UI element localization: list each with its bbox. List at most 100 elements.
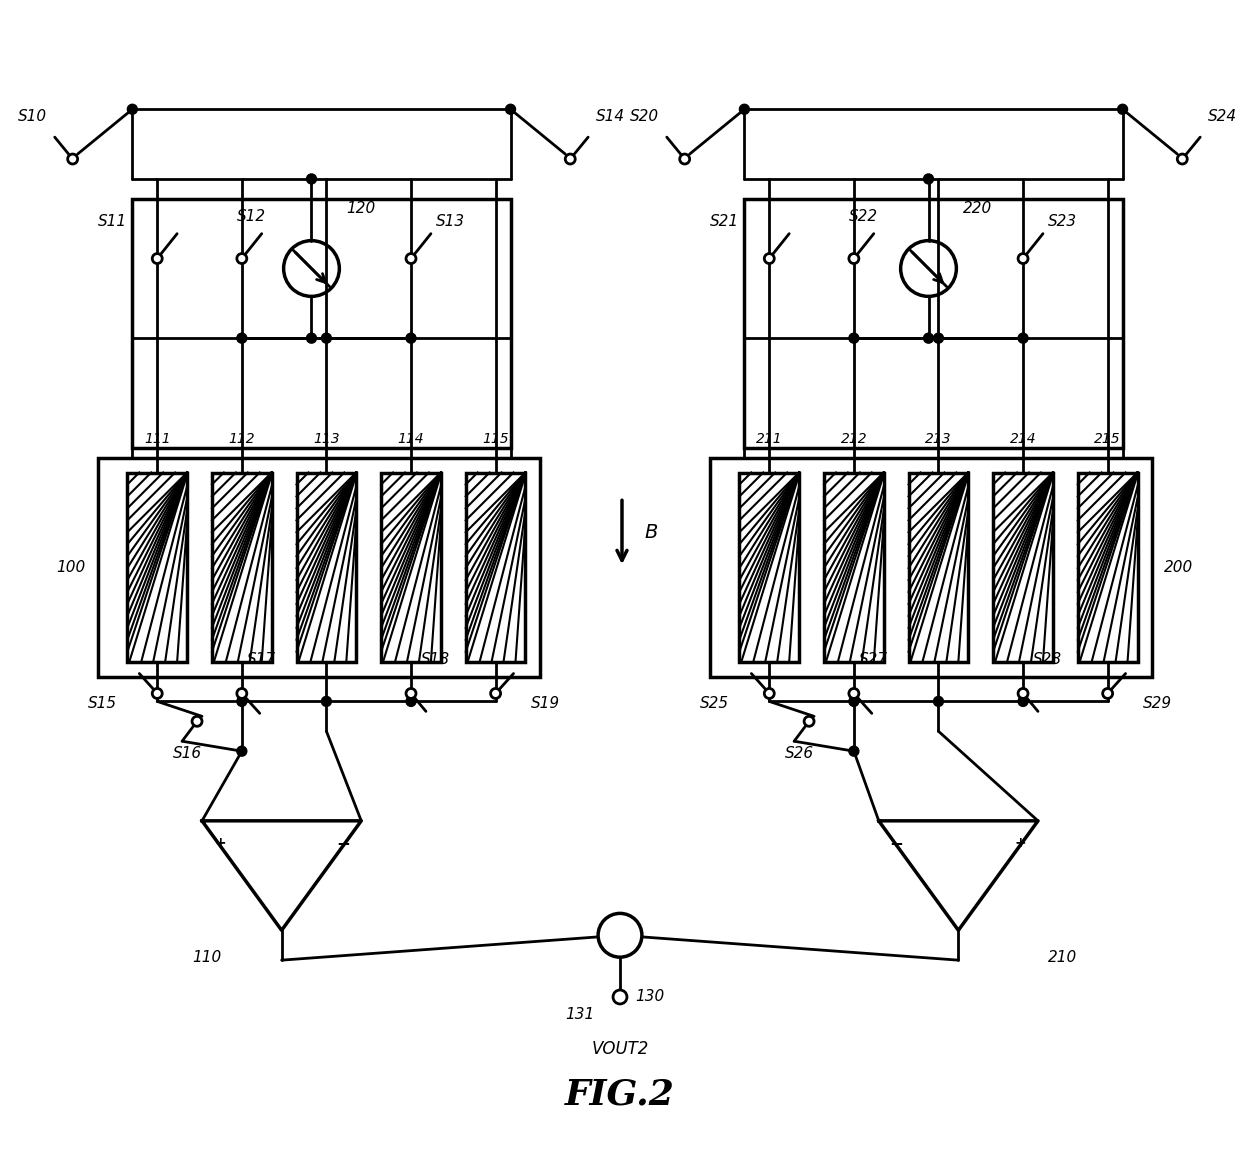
Text: 220: 220 (963, 201, 992, 216)
Text: S26: S26 (785, 746, 813, 761)
Circle shape (598, 913, 642, 957)
Circle shape (306, 174, 316, 184)
Text: 120: 120 (346, 201, 376, 216)
Circle shape (192, 716, 202, 727)
Text: B: B (645, 523, 658, 541)
Bar (1078, 472, 1137, 662)
Text: S23: S23 (1048, 214, 1078, 229)
Text: 214: 214 (1009, 432, 1037, 445)
Circle shape (1102, 688, 1112, 699)
Circle shape (405, 253, 415, 264)
Circle shape (321, 697, 331, 707)
Text: S21: S21 (711, 214, 739, 229)
Circle shape (1018, 688, 1028, 699)
Text: S29: S29 (1142, 697, 1172, 712)
Text: S20: S20 (630, 109, 660, 124)
Text: S24: S24 (1208, 109, 1236, 124)
Text: S14: S14 (595, 109, 625, 124)
Circle shape (153, 688, 162, 699)
Text: 130: 130 (635, 989, 665, 1004)
Text: 110: 110 (192, 950, 221, 965)
Bar (98, 457, 541, 677)
Text: S11: S11 (98, 214, 128, 229)
Text: 112: 112 (228, 432, 255, 445)
Text: 131: 131 (565, 1008, 594, 1023)
Text: S27: S27 (859, 651, 888, 666)
Text: S17: S17 (247, 651, 277, 666)
Text: S22: S22 (849, 208, 878, 223)
Circle shape (1018, 333, 1028, 344)
Text: S12: S12 (237, 208, 265, 223)
Text: −: − (890, 834, 904, 852)
Text: FIG.2: FIG.2 (565, 1077, 675, 1112)
Circle shape (405, 333, 415, 344)
Circle shape (849, 746, 859, 757)
Text: +: + (215, 835, 226, 849)
Text: 100: 100 (56, 560, 86, 575)
Bar (381, 472, 441, 662)
Circle shape (237, 333, 247, 344)
Circle shape (506, 104, 516, 115)
Circle shape (739, 104, 749, 115)
Circle shape (321, 333, 331, 344)
Text: 111: 111 (144, 432, 171, 445)
Circle shape (849, 253, 859, 264)
Circle shape (153, 253, 162, 264)
Text: 213: 213 (925, 432, 952, 445)
Circle shape (934, 697, 944, 707)
Text: 200: 200 (1164, 560, 1194, 575)
Text: 210: 210 (1048, 950, 1078, 965)
Circle shape (613, 990, 627, 1004)
Text: +: + (1014, 835, 1025, 849)
Text: S13: S13 (436, 214, 465, 229)
Text: S19: S19 (531, 697, 559, 712)
Circle shape (405, 697, 415, 707)
Text: S28: S28 (1033, 651, 1063, 666)
Circle shape (237, 697, 247, 707)
Circle shape (565, 154, 575, 164)
Bar (825, 472, 884, 662)
Circle shape (924, 333, 934, 344)
Circle shape (849, 697, 859, 707)
Circle shape (306, 333, 316, 344)
Circle shape (68, 154, 78, 164)
Text: S15: S15 (88, 697, 117, 712)
Bar (296, 472, 356, 662)
Text: 114: 114 (398, 432, 424, 445)
Bar (212, 472, 272, 662)
Bar (128, 472, 187, 662)
Circle shape (764, 253, 774, 264)
Circle shape (237, 688, 247, 699)
Text: 212: 212 (841, 432, 867, 445)
Text: −: − (336, 834, 350, 852)
Circle shape (1177, 154, 1187, 164)
Circle shape (128, 104, 138, 115)
Bar (993, 472, 1053, 662)
Circle shape (1018, 253, 1028, 264)
Text: 215: 215 (1095, 432, 1121, 445)
Circle shape (849, 688, 859, 699)
Text: 115: 115 (482, 432, 508, 445)
Circle shape (491, 688, 501, 699)
Bar (909, 472, 968, 662)
Circle shape (924, 174, 934, 184)
Text: S25: S25 (701, 697, 729, 712)
Circle shape (237, 253, 247, 264)
Circle shape (1117, 104, 1127, 115)
Circle shape (1018, 697, 1028, 707)
Text: S10: S10 (19, 109, 47, 124)
Bar (133, 199, 511, 448)
Circle shape (764, 688, 774, 699)
Circle shape (849, 333, 859, 344)
Circle shape (405, 688, 415, 699)
Text: S16: S16 (172, 746, 202, 761)
Circle shape (237, 746, 247, 757)
Bar (709, 457, 1152, 677)
Bar (466, 472, 526, 662)
Text: S18: S18 (420, 651, 450, 666)
Bar (744, 199, 1122, 448)
Circle shape (934, 333, 944, 344)
Circle shape (680, 154, 689, 164)
Text: VOUT2: VOUT2 (591, 1040, 649, 1057)
Bar (739, 472, 799, 662)
